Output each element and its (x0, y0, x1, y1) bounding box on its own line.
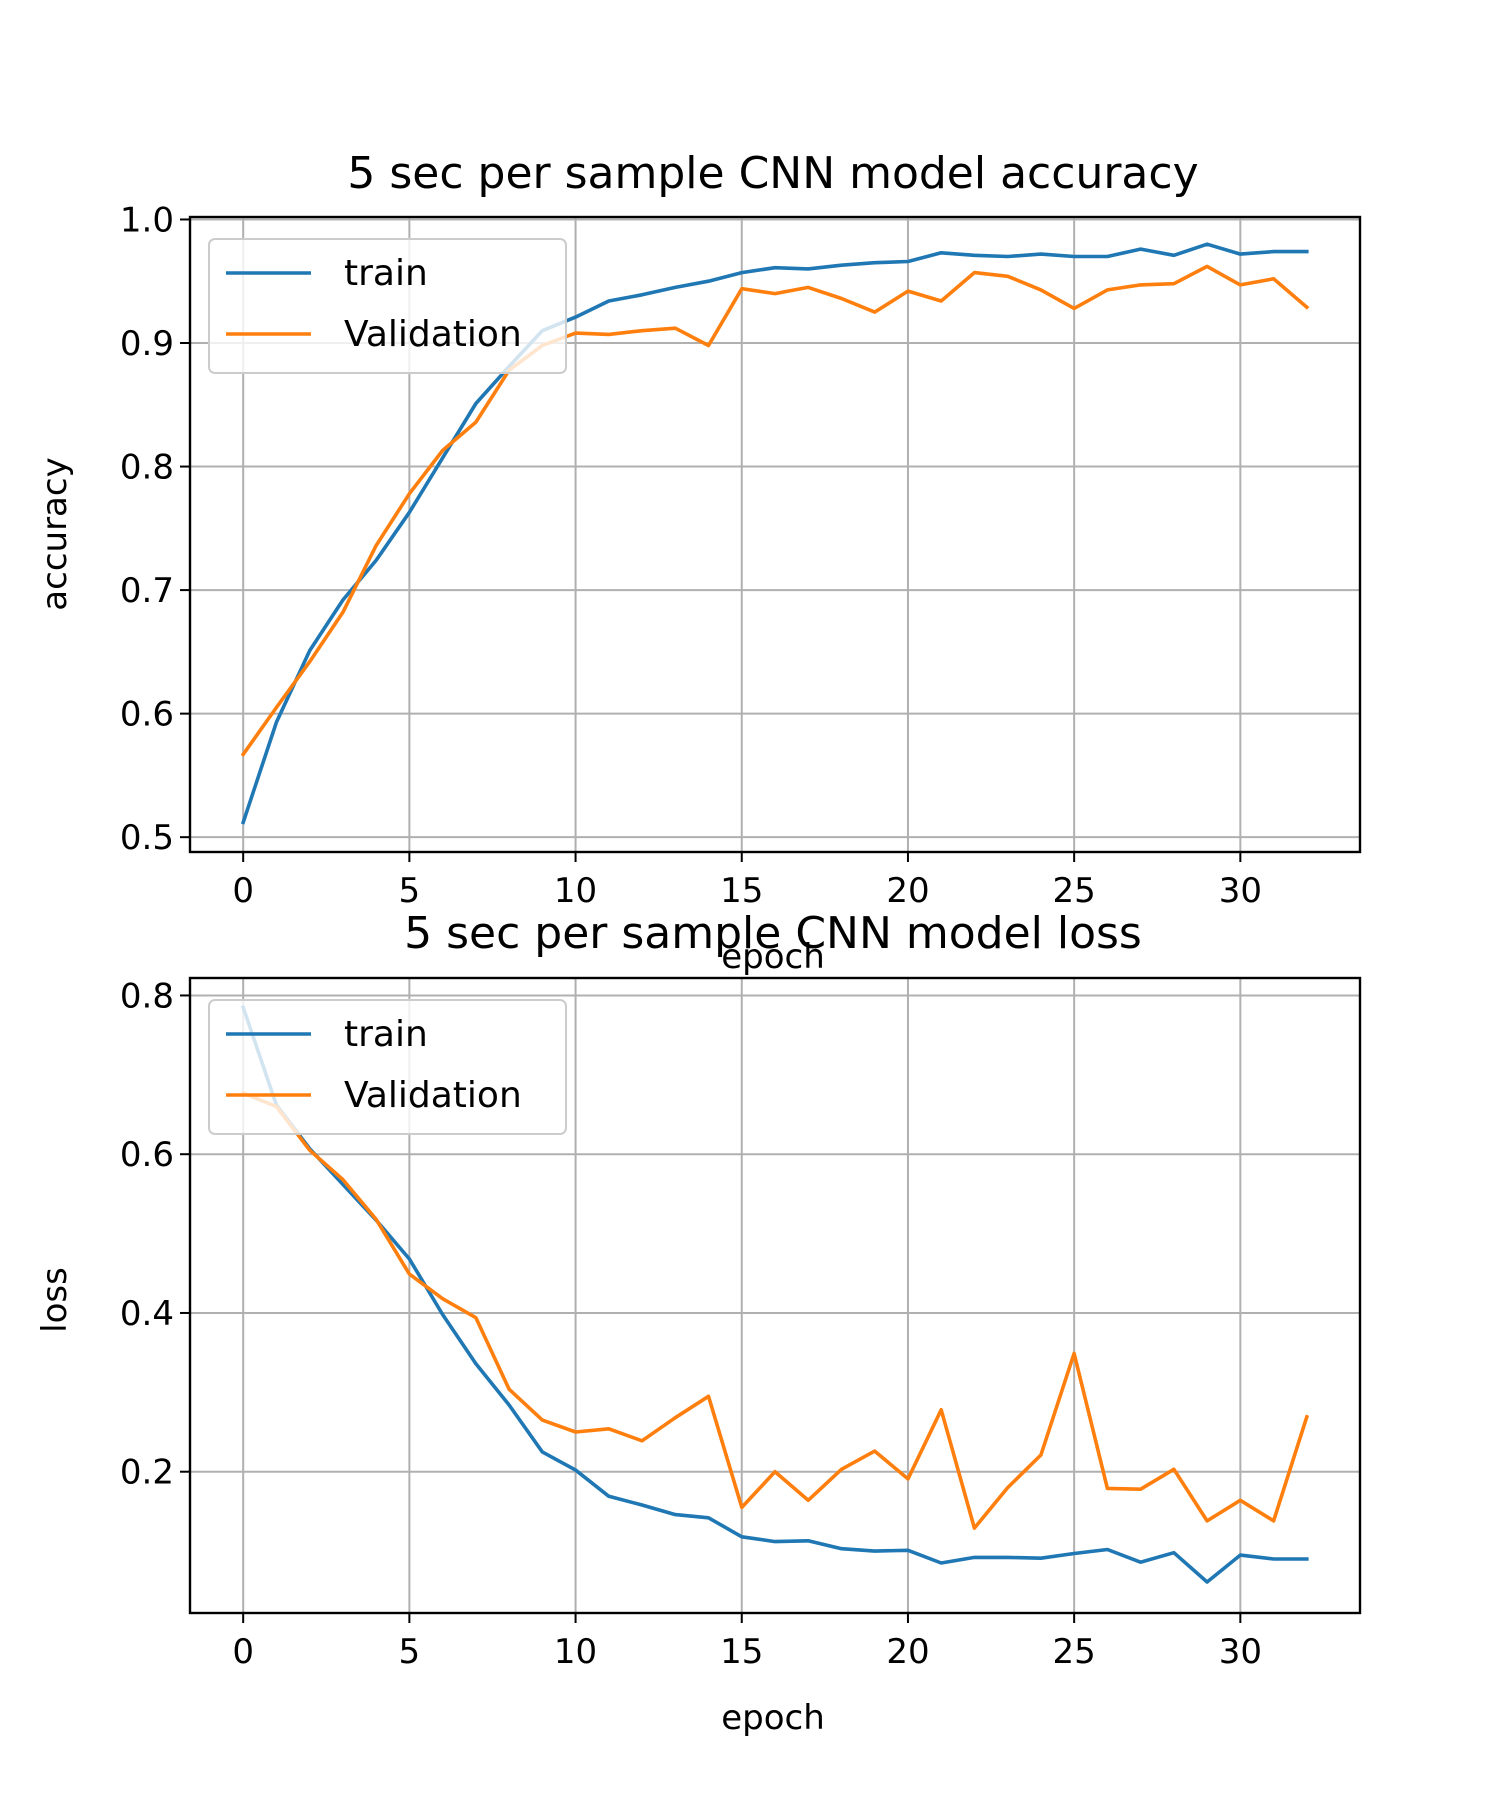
x-tick-label: 10 (554, 1632, 597, 1672)
x-tick-label: 5 (399, 871, 421, 911)
x-tick-label: 20 (886, 871, 929, 911)
y-tick-label: 1.0 (120, 200, 174, 240)
y-tick-label: 0.7 (120, 571, 174, 611)
legend-label-train: train (344, 253, 428, 294)
x-tick-label: 25 (1053, 871, 1096, 911)
legend: train Validation (208, 238, 567, 374)
plot-frame (188, 976, 1362, 1615)
y-ticks: 0.5 0.6 0.7 0.8 0.9 1.0 (120, 200, 190, 858)
y-tick-label: 0.8 (120, 976, 174, 1016)
y-tick-label: 0.6 (120, 1135, 174, 1175)
x-tick-label: 30 (1219, 1632, 1262, 1672)
chart-title: 5 sec per sample CNN model loss (404, 908, 1142, 959)
x-tick-label: 15 (720, 871, 763, 911)
series-line-train (240, 242, 1309, 825)
x-tick-label: 10 (554, 871, 597, 911)
series-line-train (240, 1005, 1309, 1584)
chart-title: 5 sec per sample CNN model accuracy (347, 148, 1198, 199)
y-tick-label: 0.6 (120, 695, 174, 735)
x-tick-label: 20 (886, 1632, 929, 1672)
y-tick-label: 0.9 (120, 324, 174, 364)
series-lines (240, 242, 1310, 825)
x-tick-label: 25 (1053, 1632, 1096, 1672)
y-tick-label: 0.5 (120, 818, 174, 858)
x-tick-label: 15 (720, 1632, 763, 1672)
y-tick-label: 0.4 (120, 1294, 174, 1334)
y-axis-label: loss (35, 1267, 75, 1333)
legend-label-validation: Validation (344, 1075, 522, 1116)
series-line-validation (240, 264, 1310, 757)
series-line-validation (240, 1090, 1310, 1530)
x-ticks: 0 5 10 15 20 25 30 (232, 1613, 1262, 1672)
y-axis-label: accuracy (35, 457, 75, 610)
x-tick-label: 0 (232, 1632, 254, 1672)
y-tick-label: 0.2 (120, 1453, 174, 1493)
x-axis-label: epoch (721, 1698, 825, 1738)
legend-label-validation: Validation (344, 314, 522, 355)
x-tick-label: 30 (1219, 871, 1262, 911)
legend: train Validation (208, 999, 567, 1135)
series-lines (240, 1005, 1310, 1584)
x-axis-label: epoch (721, 937, 825, 977)
x-tick-label: 5 (399, 1632, 421, 1672)
y-tick-label: 0.8 (120, 448, 174, 488)
x-tick-label: 0 (232, 871, 254, 911)
legend-label-train: train (344, 1014, 428, 1055)
plot-frame (188, 215, 1362, 854)
accuracy-chart: 5 sec per sample CNN model accuracy 0 5 10… (35, 148, 1362, 977)
loss-chart: 5 sec per sample CNN model loss 0 5 10 15 20… (35, 908, 1362, 1738)
x-ticks: 0 5 10 15 20 25 30 (232, 852, 1262, 911)
y-ticks: 0.2 0.4 0.6 0.8 (120, 976, 190, 1493)
